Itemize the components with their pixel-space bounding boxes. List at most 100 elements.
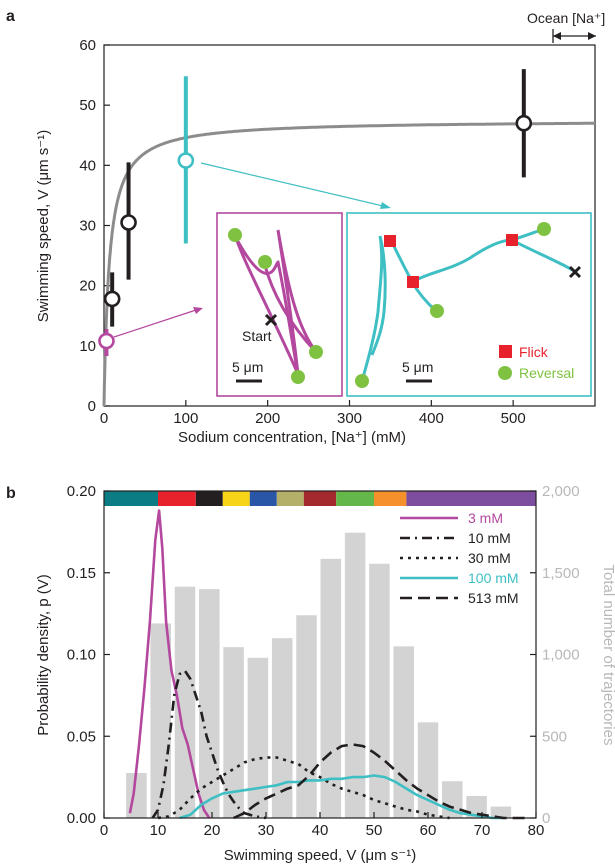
histogram-bar	[296, 615, 317, 818]
histogram-bar	[199, 589, 220, 818]
color-bar-segment	[374, 491, 407, 506]
right-y-tick-label: 2,000	[542, 483, 580, 500]
x-tick-label: 500	[501, 410, 526, 427]
color-bar-segment	[406, 491, 536, 506]
histogram-bar	[223, 647, 244, 818]
y-tick-label: 60	[79, 37, 96, 54]
y-tick-label: 50	[79, 97, 96, 114]
y-tick-label: 0	[88, 398, 96, 415]
inset-3mM: Start 5 μm	[216, 212, 343, 397]
panel-b-ylabel: Probability density, p (V)	[35, 574, 52, 735]
x-tick-label: 40	[312, 822, 329, 839]
trajectory-3mM-b	[262, 229, 318, 375]
panel-a-ylabel: Swimming speed, V (μm s⁻¹)	[35, 130, 52, 322]
x-tick-label: 400	[419, 410, 444, 427]
legend-label: 513 mM	[468, 590, 519, 606]
x-tick-label: 0	[100, 410, 108, 427]
panel-b-legend: 3 mM 10 mM 30 mM 100 mM 513 mM	[400, 510, 519, 606]
legend-label: 3 mM	[468, 510, 503, 526]
data-point	[103, 290, 121, 308]
color-bar-segment	[336, 491, 374, 506]
panel-a-label: a	[6, 8, 15, 25]
scale-label-left: 5 μm	[232, 359, 263, 375]
histogram-bar	[393, 646, 414, 818]
panel-b-right-ylabel: Total number of trajectories	[600, 565, 615, 746]
connector-magenta	[113, 307, 203, 338]
ocean-label: Ocean [Na⁺]	[527, 10, 605, 26]
series-line	[157, 756, 450, 820]
data-point	[177, 152, 195, 169]
panel-b-ticks: 0 10 20 30 40 50 60 70 80 0.00 0.05 0.10 0.15 0.20 0 50…	[67, 483, 580, 839]
reversal-marker	[430, 304, 444, 318]
histogram-bar	[320, 558, 342, 818]
data-point	[120, 214, 137, 231]
color-bar-segment	[158, 491, 196, 506]
right-y-tick-label: 1,000	[542, 647, 580, 664]
series-line	[179, 774, 504, 820]
histogram-bar	[271, 638, 293, 818]
panel-b-label: b	[6, 485, 16, 502]
y-tick-label: 10	[79, 338, 96, 355]
right-y-tick-label: 500	[542, 728, 567, 745]
reversal-marker	[355, 374, 369, 388]
legend-flick-marker	[499, 345, 512, 358]
flick-marker	[384, 235, 396, 247]
color-bar-segment	[249, 491, 277, 506]
legend-label: 30 mM	[468, 550, 511, 566]
start-cross-icon	[568, 265, 582, 279]
flick-marker	[407, 276, 419, 288]
histogram-bars	[126, 532, 512, 818]
x-tick-label: 30	[258, 822, 275, 839]
x-tick-label: 200	[255, 410, 280, 427]
x-tick-label: 0	[100, 822, 108, 839]
x-tick-label: 100	[173, 410, 198, 427]
histogram-bar	[247, 657, 269, 818]
right-y-tick-label: 0	[542, 810, 550, 827]
y-tick-label: 20	[79, 278, 96, 295]
x-tick-label: 300	[337, 410, 362, 427]
x-tick-label: 10	[150, 822, 167, 839]
right-y-tick-label: 1,500	[542, 565, 580, 582]
series-line	[151, 669, 267, 820]
trajectory-100mM-a	[360, 235, 387, 382]
y-tick-label: 0.05	[67, 728, 96, 745]
panel-b-xlabel: Swimming speed, V (μm s⁻¹)	[224, 847, 416, 864]
x-tick-label: 80	[528, 822, 545, 839]
fit-curve	[102, 121, 595, 406]
color-bar-segment	[222, 491, 250, 506]
histogram-bar	[369, 563, 390, 818]
x-tick-label: 70	[474, 822, 491, 839]
trajectory-3mM-a	[233, 234, 300, 375]
x-tick-label: 60	[420, 822, 437, 839]
data-point	[515, 114, 533, 132]
data-point	[98, 332, 115, 350]
legend-reversal-marker	[498, 366, 512, 380]
histogram-bar	[344, 532, 366, 818]
scale-label-right: 5 μm	[402, 359, 433, 375]
color-bar-segment	[104, 491, 158, 506]
ocean-range-arrow	[552, 29, 596, 43]
inset-100mM: 5 μm Flick Reversal	[346, 212, 592, 397]
histogram-bar	[417, 722, 439, 818]
trajectory-100mM-c	[411, 227, 545, 284]
data-points	[98, 69, 533, 357]
reversal-marker	[291, 370, 305, 384]
histogram-bar	[150, 623, 171, 818]
start-cross-icon	[264, 313, 278, 327]
y-tick-label: 40	[79, 157, 96, 174]
panel-b: b 0 10 20 30 40 50 60 70 800.000.050.100.150.200…	[6, 483, 615, 864]
series-line	[233, 743, 526, 820]
panel-a-ticks: 0 100 200 300 400 500 0 10 20 30 40 50 60	[79, 37, 525, 427]
x-tick-label: 20	[204, 822, 221, 839]
y-tick-label: 0.20	[67, 483, 96, 500]
reversal-marker	[258, 255, 272, 269]
reversal-marker	[537, 222, 551, 236]
legend-label: 10 mM	[468, 530, 511, 546]
reversal-marker	[309, 345, 323, 359]
y-tick-label: 0.15	[67, 565, 96, 582]
panel-a-xlabel: Sodium concentration, [Na⁺] (mM)	[178, 429, 406, 446]
y-tick-label: 0.00	[67, 810, 96, 827]
y-tick-label: 30	[79, 218, 96, 235]
panel-a: a 0 100 200 300 400 500 0 10 20 30 40 50 60 Swimming…	[6, 8, 605, 446]
